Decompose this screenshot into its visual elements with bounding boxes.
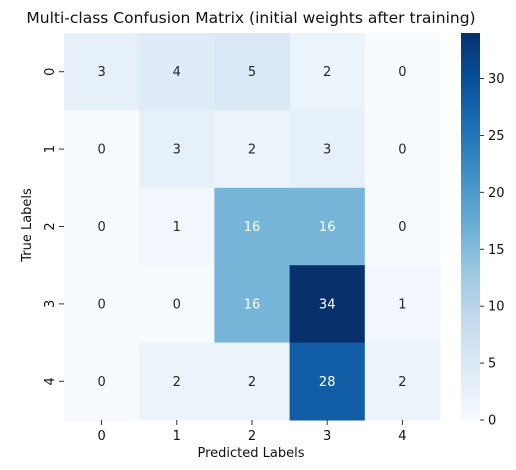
x-tick-label: 3 bbox=[323, 429, 331, 444]
heatmap-cell bbox=[364, 265, 441, 344]
cell-value-label: 2 bbox=[248, 143, 256, 158]
cell-value-label: 5 bbox=[248, 65, 256, 80]
cell-value-label: 16 bbox=[244, 220, 261, 235]
heatmap-cell bbox=[364, 342, 441, 421]
chart-title: Multi-class Confusion Matrix (initial we… bbox=[26, 9, 475, 27]
heatmap-cell bbox=[214, 33, 291, 111]
heatmap-cell bbox=[214, 342, 291, 421]
cell-value-label: 2 bbox=[173, 375, 181, 390]
cell-value-label: 1 bbox=[173, 220, 181, 235]
heatmap-grid: 3 4 5 2 00 3 2 3 00 1 16 16 00 0 16 34 10 2 2 28 2 bbox=[64, 33, 441, 421]
x-tick-label: 2 bbox=[248, 429, 256, 444]
cell-value-label: 16 bbox=[319, 220, 336, 235]
cell-value-label: 0 bbox=[398, 220, 406, 235]
heatmap-cell bbox=[139, 265, 215, 344]
x-tick-label: 4 bbox=[398, 429, 406, 444]
cell-value-label: 0 bbox=[398, 143, 406, 158]
cell-value-label: 1 bbox=[398, 297, 406, 312]
heatmap-cell bbox=[289, 265, 366, 344]
colorbar-tick-label: 25 bbox=[488, 129, 505, 144]
heatmap-cell bbox=[139, 33, 215, 111]
y-tick-label: 0 bbox=[43, 68, 58, 76]
heatmap-cell bbox=[214, 187, 291, 266]
x-axis-label: Predicted Labels bbox=[197, 446, 304, 461]
y-axis-label: True Labels bbox=[20, 188, 35, 263]
colorbar-ticks: 0 5 10 15 20 25 30 bbox=[480, 72, 505, 429]
cell-value-label: 0 bbox=[97, 143, 105, 158]
cell-value-label: 2 bbox=[398, 375, 406, 390]
x-tick-label: 1 bbox=[173, 429, 181, 444]
cell-value-label: 4 bbox=[173, 65, 181, 80]
heatmap-cell bbox=[364, 33, 441, 111]
heatmap-cell bbox=[289, 342, 366, 421]
colorbar-tick-label: 30 bbox=[488, 72, 505, 87]
cell-value-label: 3 bbox=[97, 65, 105, 80]
y-axis-ticks: 0 1 2 3 4 bbox=[43, 68, 64, 385]
heatmap-cell bbox=[64, 187, 140, 266]
heatmap-cell bbox=[139, 110, 215, 189]
heatmap-cell bbox=[214, 265, 291, 344]
heatmap-cell bbox=[289, 33, 366, 111]
cell-value-label: 0 bbox=[97, 220, 105, 235]
heatmap-cell bbox=[289, 187, 366, 266]
colorbar-tick-label: 5 bbox=[488, 357, 496, 372]
heatmap-cell bbox=[364, 187, 441, 266]
cell-value-label: 0 bbox=[97, 297, 105, 312]
heatmap-cell bbox=[289, 110, 366, 189]
x-axis-ticks: 0 1 2 3 4 bbox=[97, 420, 407, 444]
heatmap-cell bbox=[64, 33, 140, 111]
colorbar-tick-label: 20 bbox=[488, 186, 505, 201]
colorbar-tick-label: 10 bbox=[488, 300, 505, 315]
cell-value-label: 0 bbox=[97, 375, 105, 390]
cell-value-label: 2 bbox=[248, 375, 256, 390]
cell-value-label: 3 bbox=[173, 143, 181, 158]
colorbar bbox=[461, 33, 480, 420]
colorbar-tick-label: 15 bbox=[488, 243, 505, 258]
heatmap-cell bbox=[214, 110, 291, 189]
colorbar-tick-label: 0 bbox=[488, 414, 496, 429]
heatmap-cell bbox=[139, 187, 215, 266]
y-tick-label: 4 bbox=[43, 377, 58, 385]
cell-value-label: 0 bbox=[173, 297, 181, 312]
y-tick-label: 3 bbox=[43, 300, 58, 308]
y-tick-label: 1 bbox=[43, 145, 58, 153]
y-tick-label: 2 bbox=[43, 222, 58, 230]
heatmap-cell bbox=[64, 342, 140, 421]
cell-value-label: 0 bbox=[398, 65, 406, 80]
heatmap-cell bbox=[64, 110, 140, 189]
cell-value-label: 34 bbox=[319, 297, 336, 312]
heatmap-cell bbox=[64, 265, 140, 344]
x-tick-label: 0 bbox=[97, 429, 105, 444]
cell-value-label: 3 bbox=[323, 143, 331, 158]
cell-value-label: 2 bbox=[323, 65, 331, 80]
cell-value-label: 28 bbox=[319, 375, 336, 390]
heatmap-cell bbox=[364, 110, 441, 189]
cell-value-label: 16 bbox=[244, 297, 261, 312]
heatmap-cell bbox=[139, 342, 215, 421]
